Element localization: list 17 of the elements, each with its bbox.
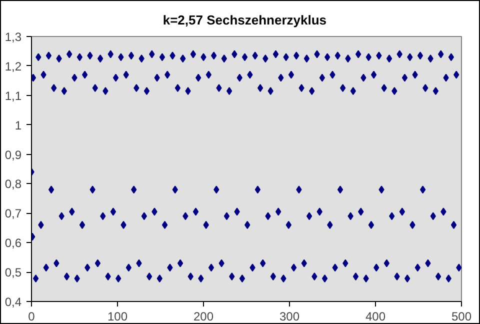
x-tick-label: 100 <box>107 310 128 324</box>
chart-title: k=2,57 Sechszehnerzyklus <box>162 12 327 28</box>
y-tick-label: 1 <box>14 118 22 132</box>
y-tick-label: 0,6 <box>4 236 22 250</box>
x-tick-label: 300 <box>279 310 300 324</box>
x-tick-label: 200 <box>193 310 214 324</box>
y-tick-label: 0,5 <box>4 266 22 280</box>
y-tick-label: 0,7 <box>4 206 22 221</box>
y-tick-label: 0,8 <box>4 177 22 192</box>
x-tick-label: 0 <box>28 310 36 324</box>
y-tick-label: 0,9 <box>4 148 22 162</box>
x-tick-label: 500 <box>451 310 472 324</box>
y-tick-label: 1,1 <box>4 88 22 103</box>
y-tick-label: 1,3 <box>4 30 22 44</box>
y-tick-label: 0,4 <box>4 295 22 309</box>
x-tick-label: 400 <box>365 310 386 324</box>
y-tick-label: 1,2 <box>4 59 22 74</box>
